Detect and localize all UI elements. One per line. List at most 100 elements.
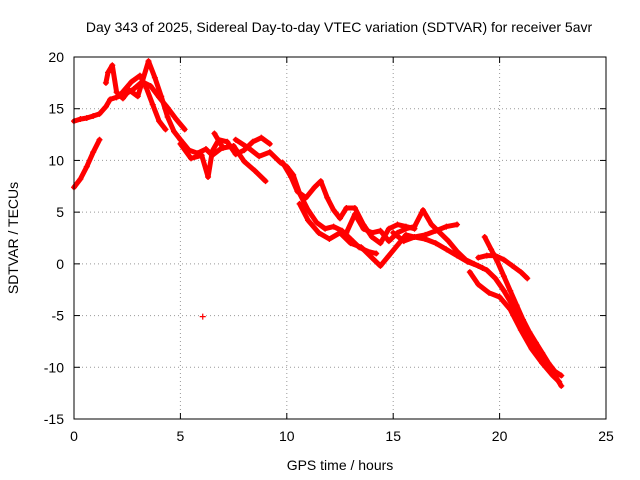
data-point xyxy=(151,74,158,81)
plot-frame xyxy=(73,56,607,420)
data-point xyxy=(402,225,409,232)
data-point xyxy=(360,225,367,232)
data-point xyxy=(305,217,312,224)
data-point xyxy=(351,211,358,218)
data-point xyxy=(545,360,552,367)
data-point xyxy=(315,229,322,236)
x-tick-label: 5 xyxy=(177,428,185,444)
data-point xyxy=(171,128,178,135)
y-tick-label: 5 xyxy=(56,204,64,220)
data-point xyxy=(105,69,112,76)
data-point xyxy=(288,173,295,180)
x-tick-label: 0 xyxy=(70,428,78,444)
data-point xyxy=(539,349,546,356)
data-point xyxy=(556,378,563,385)
data-point xyxy=(496,293,503,300)
data-point xyxy=(117,91,124,98)
data-point xyxy=(266,140,273,147)
data-point xyxy=(177,140,184,147)
x-tick-label: 20 xyxy=(492,428,508,444)
data-point xyxy=(394,242,401,249)
data-point xyxy=(322,225,329,232)
data-point xyxy=(507,306,514,313)
data-point xyxy=(83,163,90,170)
data-point xyxy=(337,215,343,222)
data-point xyxy=(488,246,495,253)
y-tick-label: 10 xyxy=(48,152,64,168)
data-point xyxy=(211,130,218,137)
data-point xyxy=(385,225,392,232)
data-point xyxy=(205,173,212,180)
data-point xyxy=(198,152,205,159)
data-point xyxy=(402,231,409,238)
data-point xyxy=(330,223,337,230)
data-point xyxy=(485,289,492,296)
data-point xyxy=(145,58,152,65)
data-point xyxy=(524,275,531,282)
data-point xyxy=(481,233,488,240)
data-point xyxy=(199,313,206,320)
data-point xyxy=(279,159,286,166)
data-point xyxy=(443,223,450,230)
data-point xyxy=(494,258,501,265)
data-point xyxy=(296,200,303,207)
data-point xyxy=(90,149,97,156)
data-point xyxy=(373,250,380,257)
data-point xyxy=(302,194,309,201)
data-point xyxy=(219,145,226,152)
data-point xyxy=(358,244,365,251)
data-point xyxy=(294,188,301,195)
data-point xyxy=(492,275,499,282)
data-point xyxy=(385,238,392,245)
chart-title: Day 343 of 2025, Sidereal Day-to-day VTE… xyxy=(86,19,593,35)
data-point xyxy=(483,252,490,259)
data-point xyxy=(558,372,565,379)
data-point xyxy=(251,167,258,174)
data-point xyxy=(181,126,188,133)
data-point xyxy=(136,72,143,79)
data-point xyxy=(305,207,312,214)
data-point xyxy=(164,113,171,120)
y-tick-label: 20 xyxy=(48,49,64,65)
y-tick-label: -10 xyxy=(44,359,64,375)
data-point xyxy=(128,78,135,85)
data-point xyxy=(324,194,331,201)
data-point xyxy=(526,329,533,336)
data-point xyxy=(500,256,507,263)
data-point xyxy=(232,136,239,143)
data-point xyxy=(337,229,343,236)
data-point xyxy=(390,229,397,236)
data-point xyxy=(368,254,375,261)
y-axis-label: SDTVAR / TECUs xyxy=(5,182,21,294)
data-point xyxy=(83,115,90,122)
data-point xyxy=(202,146,209,153)
data-point xyxy=(532,339,539,346)
x-tick-label: 25 xyxy=(598,428,614,444)
data-point xyxy=(411,223,418,230)
data-point xyxy=(90,112,97,119)
data-point xyxy=(162,126,169,133)
data-point xyxy=(173,116,180,123)
data-point xyxy=(266,149,273,156)
data-point xyxy=(377,227,384,234)
data-point xyxy=(466,269,473,276)
data-point xyxy=(224,138,231,145)
axis-ticks: 0 5 10 15 20 25 -15 -10 -5 0 5 10 15 20 xyxy=(44,49,614,444)
data-track-track-i xyxy=(297,201,460,269)
data-point xyxy=(422,236,429,243)
data-point xyxy=(520,316,527,323)
data-point xyxy=(102,103,109,110)
data-point xyxy=(188,155,195,162)
data-point xyxy=(558,382,565,389)
data-point xyxy=(77,176,84,183)
data-point xyxy=(509,262,516,269)
data-point xyxy=(513,302,520,309)
x-tick-label: 15 xyxy=(385,428,401,444)
data-point xyxy=(368,229,375,236)
data-point xyxy=(483,267,490,274)
x-tick-label: 10 xyxy=(279,428,295,444)
data-point xyxy=(385,252,392,259)
data-point xyxy=(517,327,524,334)
data-point xyxy=(245,145,252,152)
